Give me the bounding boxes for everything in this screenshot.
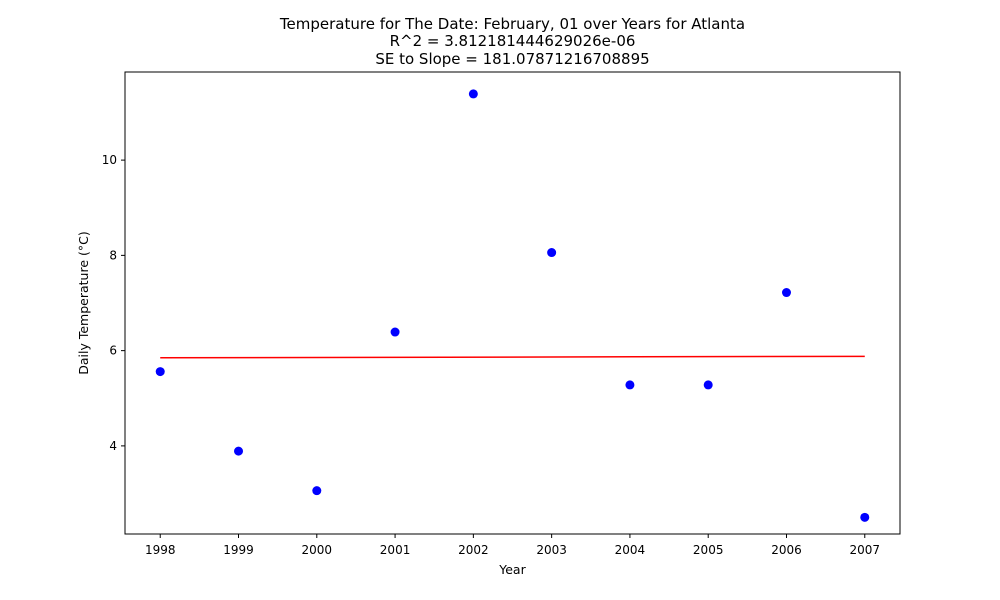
plot-area <box>125 72 900 534</box>
data-points-layer <box>155 89 870 522</box>
data-point <box>155 367 165 377</box>
y-axis-ticks: 4 6 8 10 <box>102 153 125 453</box>
x-tick-label: 2007 <box>849 543 880 557</box>
x-axis-ticks: 1998 1999 2000 2001 2002 2003 2004 2005 2006 2007 <box>145 534 880 557</box>
data-point <box>547 248 557 258</box>
y-axis-label: Daily Temperature (°C) <box>76 231 91 375</box>
data-point <box>625 380 635 390</box>
trend-line-layer <box>160 355 865 359</box>
y-tick-label: 6 <box>109 344 117 358</box>
x-tick-label: 2001 <box>380 543 411 557</box>
x-tick-label: 2004 <box>615 543 646 557</box>
x-tick-label: 2005 <box>693 543 724 557</box>
y-tick-label: 10 <box>102 153 117 167</box>
chart-title-line-3: SE to Slope = 181.07871216708895 <box>375 50 649 68</box>
y-tick-label: 4 <box>109 439 117 453</box>
data-point <box>703 380 713 390</box>
chart-title-line-1: Temperature for The Date: February, 01 o… <box>279 15 745 33</box>
chart-title-line-2: R^2 = 3.812181444629026e-06 <box>390 32 636 50</box>
data-point <box>468 89 478 99</box>
x-tick-label: 2000 <box>302 543 333 557</box>
x-tick-label: 2003 <box>536 543 567 557</box>
regression-line <box>160 355 865 359</box>
x-tick-label: 1999 <box>223 543 254 557</box>
x-tick-label: 2002 <box>458 543 489 557</box>
data-point <box>860 512 870 522</box>
x-tick-label: 1998 <box>145 543 176 557</box>
x-axis-label: Year <box>498 562 526 577</box>
chart-title: Temperature for The Date: February, 01 o… <box>279 15 745 68</box>
data-point <box>390 327 400 337</box>
data-point <box>312 486 322 496</box>
y-tick-label: 8 <box>109 248 117 262</box>
plot-frame <box>124 71 901 535</box>
data-point <box>234 446 244 456</box>
data-point <box>781 288 791 298</box>
x-tick-label: 2006 <box>771 543 802 557</box>
